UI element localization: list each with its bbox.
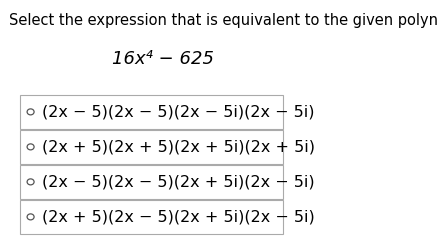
- Text: (2x + 5)(2x − 5)(2x + 5i)(2x − 5i): (2x + 5)(2x − 5)(2x + 5i)(2x − 5i): [42, 210, 315, 224]
- Text: Select the expression that is equivalent to the given polynomial.: Select the expression that is equivalent…: [9, 12, 437, 28]
- FancyBboxPatch shape: [21, 130, 283, 164]
- FancyBboxPatch shape: [21, 95, 283, 129]
- Text: (2x + 5)(2x + 5)(2x + 5i)(2x + 5i): (2x + 5)(2x + 5)(2x + 5i)(2x + 5i): [42, 140, 315, 154]
- Text: (2x − 5)(2x − 5)(2x − 5i)(2x − 5i): (2x − 5)(2x − 5)(2x − 5i)(2x − 5i): [42, 104, 315, 120]
- FancyBboxPatch shape: [21, 165, 283, 199]
- Circle shape: [27, 109, 34, 115]
- Text: 16x⁴ − 625: 16x⁴ − 625: [112, 50, 214, 68]
- Text: (2x − 5)(2x − 5)(2x + 5i)(2x − 5i): (2x − 5)(2x − 5)(2x + 5i)(2x − 5i): [42, 174, 315, 190]
- FancyBboxPatch shape: [21, 200, 283, 234]
- Circle shape: [27, 179, 34, 185]
- Circle shape: [27, 144, 34, 150]
- Circle shape: [27, 214, 34, 220]
